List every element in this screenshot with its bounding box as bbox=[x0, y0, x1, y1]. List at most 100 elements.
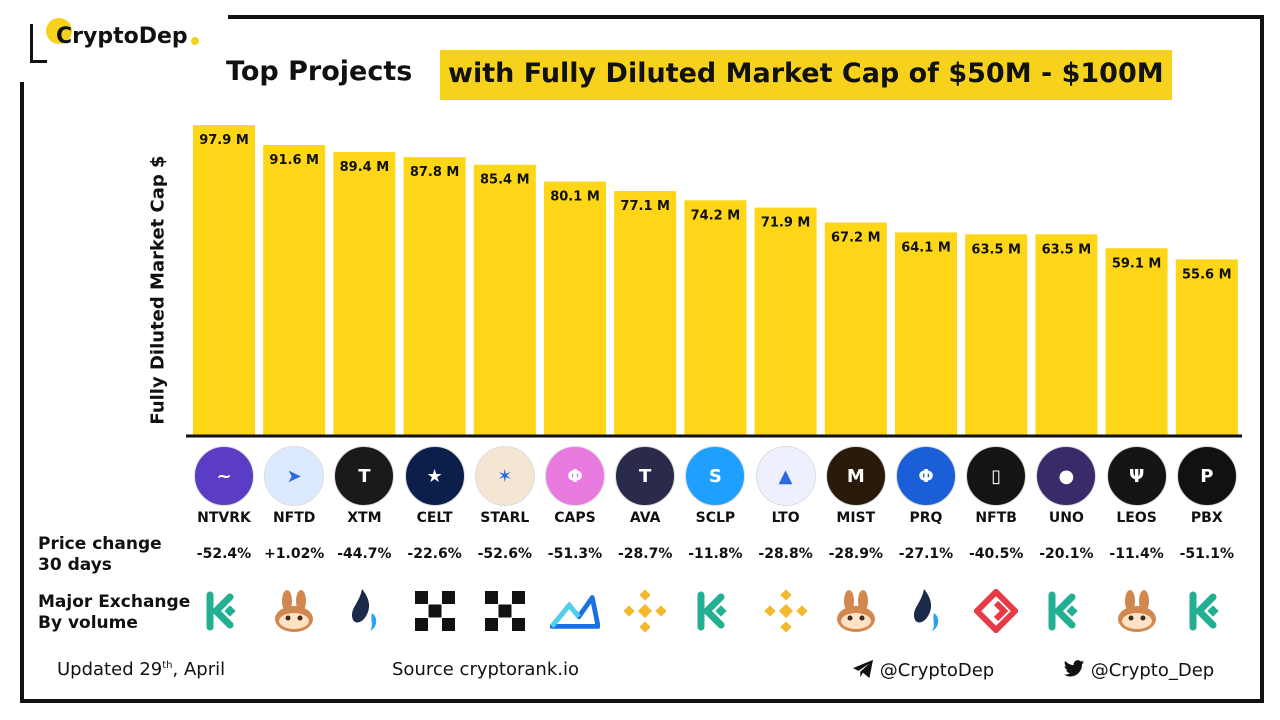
twitter-handle[interactable]: @Crypto_Dep bbox=[1063, 659, 1214, 681]
data-label-pbx: 55.6 M bbox=[1182, 267, 1232, 282]
pancakeswap-icon bbox=[1112, 586, 1162, 636]
data-label-celt: 87.8 M bbox=[410, 165, 460, 180]
bar-ava bbox=[614, 191, 677, 436]
price-change-sclp: -11.8% bbox=[688, 546, 743, 562]
tick-label-prq: PRQ bbox=[909, 510, 943, 526]
bar-mist bbox=[824, 222, 887, 436]
data-label-prq: 64.1 M bbox=[901, 240, 951, 255]
data-label-nftd: 91.6 M bbox=[269, 153, 319, 168]
sclp-icon: S bbox=[685, 446, 746, 506]
ntvrk-icon: ~ bbox=[194, 446, 254, 506]
price-change-pbx: -51.1% bbox=[1179, 546, 1234, 562]
chart-title-part1: Top Projects bbox=[226, 56, 413, 87]
price-change-ava: -28.7% bbox=[617, 546, 673, 562]
xtm-icon: T bbox=[334, 446, 395, 506]
bar-celt bbox=[403, 157, 466, 436]
bar-nftd bbox=[263, 145, 326, 436]
data-label-ava: 77.1 M bbox=[620, 199, 670, 214]
tick-label-leos: LEOS bbox=[1116, 510, 1157, 526]
updated-prefix: Updated 29 bbox=[57, 659, 163, 680]
bar-uno bbox=[1035, 234, 1098, 436]
kucoin-icon bbox=[690, 586, 740, 636]
data-label-sclp: 74.2 M bbox=[691, 208, 741, 223]
updated-sup: th bbox=[162, 660, 173, 671]
twitter-handle-text: @Crypto_Dep bbox=[1090, 660, 1215, 681]
gate-icon bbox=[971, 586, 1021, 636]
data-label-xtm: 89.4 M bbox=[340, 160, 390, 175]
tick-label-celt: CELT bbox=[416, 510, 453, 526]
frame-bottom-border bbox=[20, 699, 1264, 703]
binance-icon bbox=[761, 586, 811, 636]
telegram-handle-text: @CryptoDep bbox=[879, 660, 995, 681]
price-change-celt: -22.6% bbox=[407, 546, 462, 562]
prq-icon: Φ bbox=[896, 446, 956, 506]
data-label-leos: 59.1 M bbox=[1112, 256, 1162, 271]
data-label-mist: 67.2 M bbox=[831, 231, 881, 246]
tick-label-nftb: NFTB bbox=[975, 510, 1017, 526]
price-change-uno: -20.1% bbox=[1039, 546, 1094, 562]
frame-top-border bbox=[228, 15, 1264, 19]
pbx-icon: P bbox=[1176, 446, 1237, 506]
price-change-xtm: -44.7% bbox=[337, 546, 392, 562]
bar-ntvrk bbox=[193, 125, 255, 436]
logo-small-dot bbox=[191, 37, 199, 45]
bar-pbx bbox=[1175, 259, 1238, 436]
chart-title-part2: with Fully Diluted Market Cap of $50M - … bbox=[440, 50, 1172, 100]
pancakeswap-icon bbox=[269, 586, 319, 636]
logo-bracket bbox=[30, 24, 47, 63]
data-label-ntvrk: 97.9 M bbox=[199, 133, 249, 148]
caps-icon: Φ bbox=[545, 446, 605, 506]
brand-name: CryptoDep bbox=[56, 24, 188, 49]
data-label-starl: 85.4 M bbox=[480, 173, 530, 188]
mexc-icon bbox=[550, 586, 600, 636]
telegram-handle[interactable]: @CryptoDep bbox=[852, 659, 994, 681]
price-change-lto: -28.8% bbox=[758, 546, 813, 562]
huobi-icon bbox=[901, 586, 951, 636]
twitter-icon bbox=[1063, 660, 1085, 677]
price-change-leos: -11.4% bbox=[1109, 546, 1164, 562]
uno-icon: ● bbox=[1036, 446, 1097, 506]
frame-left-border bbox=[20, 82, 24, 703]
data-label-caps: 80.1 M bbox=[550, 190, 600, 205]
tick-label-nftd: NFTD bbox=[272, 510, 316, 526]
data-label-nftb: 63.5 M bbox=[971, 242, 1021, 257]
bar-sclp bbox=[684, 200, 747, 436]
kucoin-icon bbox=[1182, 586, 1232, 636]
bar-nftb bbox=[965, 234, 1028, 436]
kucoin-icon bbox=[1041, 586, 1091, 636]
price-change-prq: -27.1% bbox=[898, 546, 954, 562]
tick-label-sclp: SCLP bbox=[695, 510, 736, 526]
data-label-lto: 71.9 M bbox=[761, 216, 811, 231]
ava-icon: T bbox=[615, 446, 676, 506]
nftb-icon: ▯ bbox=[966, 446, 1027, 506]
price-change-caps: -51.3% bbox=[547, 546, 603, 562]
bar-caps bbox=[544, 181, 606, 436]
price-change-nftb: -40.5% bbox=[968, 546, 1024, 562]
tick-label-ntvrk: NTVRK bbox=[197, 510, 251, 526]
pancakeswap-icon bbox=[831, 586, 881, 636]
telegram-icon bbox=[853, 659, 873, 679]
mist-icon: M bbox=[825, 446, 886, 506]
price-change-starl: -52.6% bbox=[477, 546, 532, 562]
bar-xtm bbox=[333, 152, 396, 436]
price-change-label-text: Price change 30 days bbox=[38, 534, 162, 575]
source-text: Source cryptorank.io bbox=[392, 659, 579, 680]
kucoin-icon bbox=[199, 586, 249, 636]
updated-date: Updated 29th, April bbox=[57, 659, 225, 680]
leos-icon: Ψ bbox=[1106, 446, 1167, 506]
tick-label-lto: LTO bbox=[771, 510, 800, 526]
price-change-ntvrk: -52.4% bbox=[196, 546, 252, 562]
bar-prq bbox=[895, 232, 957, 436]
okx-icon bbox=[410, 586, 460, 636]
tick-label-caps: CAPS bbox=[554, 510, 596, 526]
lto-icon: ▲ bbox=[755, 446, 816, 506]
exchange-label-text: Major Exchange By volume bbox=[38, 592, 191, 633]
logo-dot-icon bbox=[46, 18, 72, 44]
starl-icon: ✶ bbox=[474, 446, 535, 506]
price-change-row-label: Price change 30 days bbox=[38, 534, 162, 576]
updated-suffix: , April bbox=[172, 659, 226, 680]
tick-label-uno: UNO bbox=[1048, 510, 1084, 526]
bar-starl bbox=[473, 164, 536, 436]
okx-icon bbox=[480, 586, 530, 636]
